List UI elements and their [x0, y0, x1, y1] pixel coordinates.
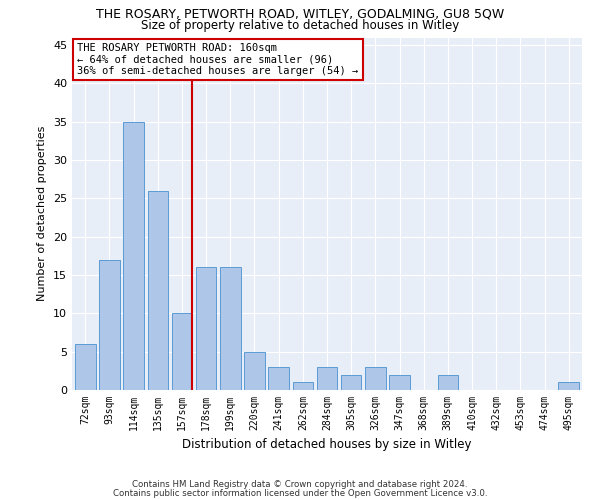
Bar [365, 367, 386, 390]
Bar [220, 268, 241, 390]
Bar [341, 374, 361, 390]
Bar [559, 382, 579, 390]
Bar [244, 352, 265, 390]
Text: Contains HM Land Registry data © Crown copyright and database right 2024.: Contains HM Land Registry data © Crown c… [132, 480, 468, 489]
Bar [172, 314, 192, 390]
Bar [317, 367, 337, 390]
Bar [268, 367, 289, 390]
Bar [196, 268, 217, 390]
Bar [148, 191, 168, 390]
Text: Contains public sector information licensed under the Open Government Licence v3: Contains public sector information licen… [113, 489, 487, 498]
Bar [437, 374, 458, 390]
Text: THE ROSARY PETWORTH ROAD: 160sqm
← 64% of detached houses are smaller (96)
36% o: THE ROSARY PETWORTH ROAD: 160sqm ← 64% o… [77, 43, 358, 76]
Bar [389, 374, 410, 390]
Text: THE ROSARY, PETWORTH ROAD, WITLEY, GODALMING, GU8 5QW: THE ROSARY, PETWORTH ROAD, WITLEY, GODAL… [96, 8, 504, 20]
Text: Size of property relative to detached houses in Witley: Size of property relative to detached ho… [141, 19, 459, 32]
Bar [293, 382, 313, 390]
Bar [124, 122, 144, 390]
Bar [99, 260, 120, 390]
Bar [75, 344, 95, 390]
X-axis label: Distribution of detached houses by size in Witley: Distribution of detached houses by size … [182, 438, 472, 452]
Y-axis label: Number of detached properties: Number of detached properties [37, 126, 47, 302]
